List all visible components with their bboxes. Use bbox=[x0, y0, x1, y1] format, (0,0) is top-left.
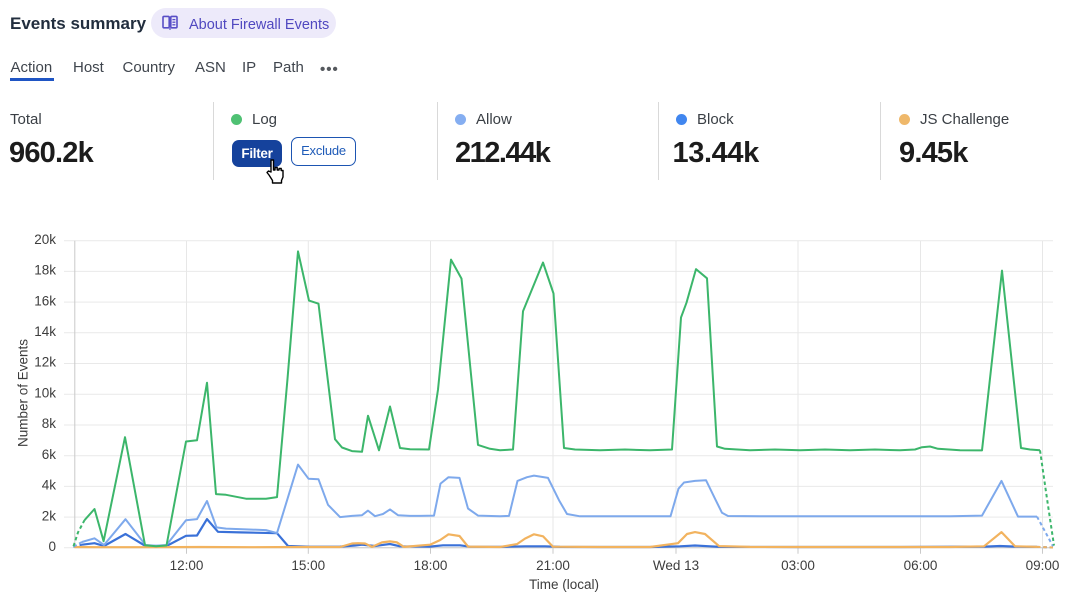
svg-text:06:00: 06:00 bbox=[904, 558, 938, 573]
svg-text:0: 0 bbox=[48, 539, 56, 554]
svg-text:12k: 12k bbox=[34, 355, 56, 370]
svg-text:2k: 2k bbox=[42, 508, 57, 523]
svg-text:15:00: 15:00 bbox=[291, 558, 325, 573]
svg-text:16k: 16k bbox=[34, 293, 56, 308]
svg-text:18:00: 18:00 bbox=[414, 558, 448, 573]
svg-text:6k: 6k bbox=[42, 447, 57, 462]
svg-text:14k: 14k bbox=[34, 324, 56, 339]
svg-text:18k: 18k bbox=[34, 263, 56, 278]
svg-text:20k: 20k bbox=[34, 232, 56, 247]
svg-text:Time (local): Time (local) bbox=[529, 577, 599, 592]
svg-text:4k: 4k bbox=[42, 478, 57, 493]
svg-text:Number of Events: Number of Events bbox=[16, 339, 31, 447]
svg-text:10k: 10k bbox=[34, 385, 56, 400]
svg-text:Wed 13: Wed 13 bbox=[653, 558, 699, 573]
svg-text:12:00: 12:00 bbox=[170, 558, 204, 573]
svg-text:8k: 8k bbox=[42, 416, 57, 431]
svg-text:09:00: 09:00 bbox=[1026, 558, 1060, 573]
svg-text:03:00: 03:00 bbox=[781, 558, 815, 573]
svg-text:21:00: 21:00 bbox=[536, 558, 570, 573]
